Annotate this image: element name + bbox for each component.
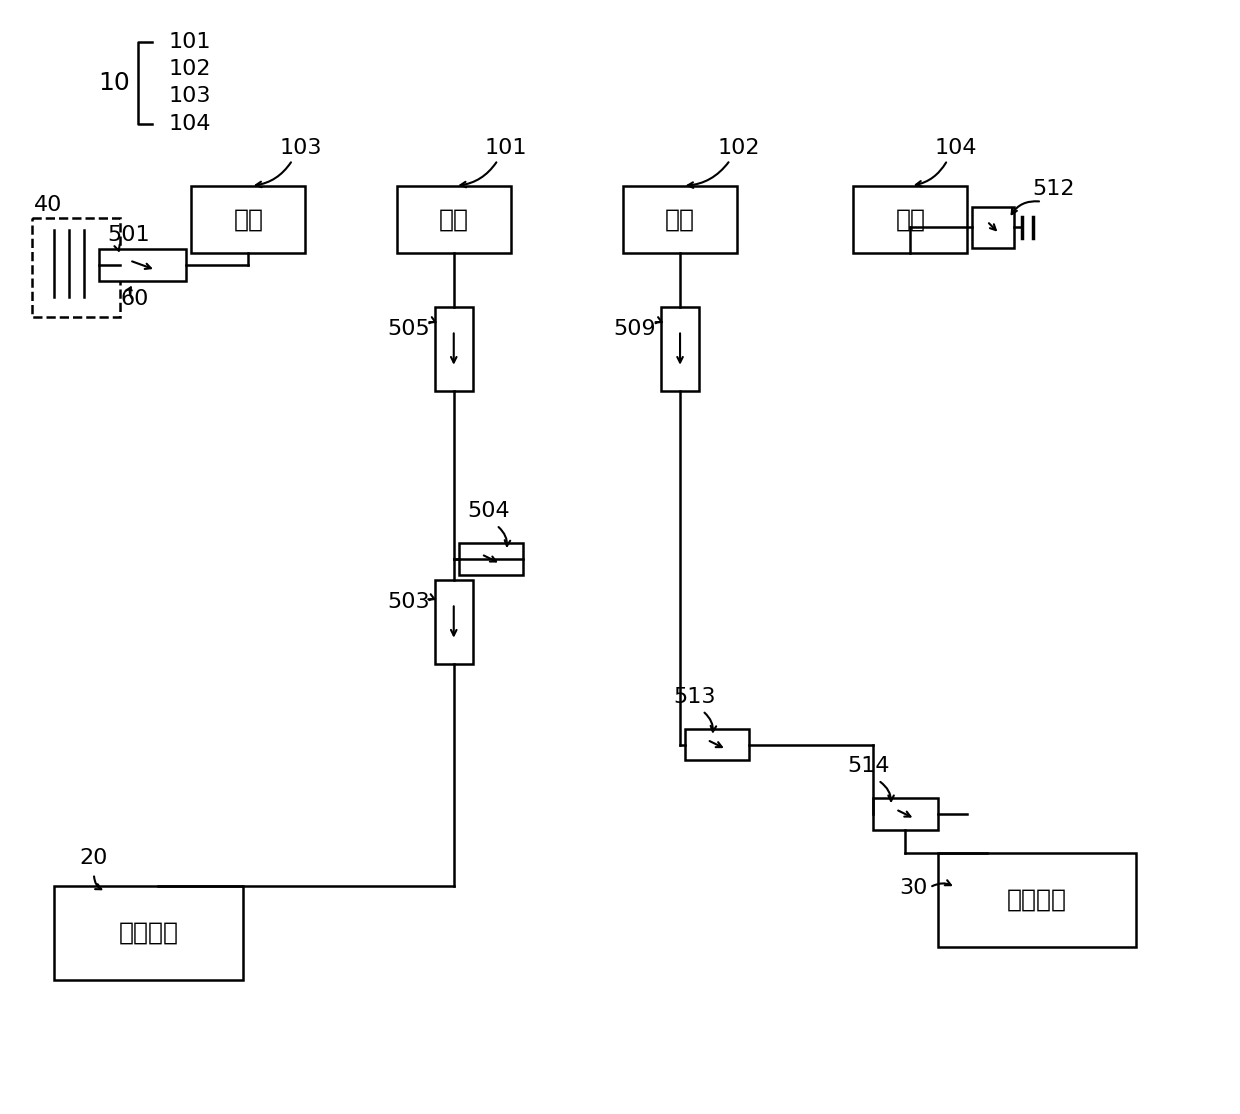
Text: 60: 60	[120, 289, 149, 309]
Text: 513: 513	[673, 687, 715, 707]
Text: 512: 512	[1032, 178, 1074, 198]
Text: 104: 104	[935, 138, 977, 158]
Bar	[397, 186, 511, 253]
Text: 514: 514	[847, 756, 889, 776]
Text: 射频芯片: 射频芯片	[1007, 888, 1066, 912]
Text: 20: 20	[79, 848, 108, 868]
Bar	[622, 186, 737, 253]
Bar	[873, 799, 937, 830]
Bar	[55, 886, 243, 980]
Text: 40: 40	[35, 195, 63, 215]
Text: 102: 102	[717, 138, 760, 158]
Text: 调谐开关: 调谐开关	[119, 920, 179, 945]
Bar	[937, 853, 1136, 947]
Bar	[32, 217, 120, 316]
Bar	[191, 186, 305, 253]
Text: 弹脚: 弹脚	[233, 207, 263, 232]
Bar	[972, 206, 1014, 248]
Text: 103: 103	[279, 138, 322, 158]
Text: 501: 501	[107, 225, 150, 245]
Text: 弹脚: 弹脚	[439, 207, 469, 232]
Text: 509: 509	[614, 319, 656, 339]
Bar	[435, 579, 472, 664]
Text: 弹脚: 弹脚	[665, 207, 696, 232]
Bar	[684, 729, 749, 761]
Text: 504: 504	[467, 501, 510, 521]
Text: 101: 101	[169, 32, 211, 52]
Text: 弹脚: 弹脚	[895, 207, 925, 232]
Text: 30: 30	[899, 878, 928, 898]
Bar	[435, 306, 472, 391]
Text: 101: 101	[485, 138, 527, 158]
Bar	[661, 306, 699, 391]
Text: 104: 104	[169, 115, 211, 135]
Text: 503: 503	[387, 592, 430, 612]
Text: 102: 102	[169, 59, 211, 79]
Text: 103: 103	[169, 87, 211, 107]
Bar	[99, 250, 186, 281]
Text: 505: 505	[387, 319, 430, 339]
Text: 10: 10	[98, 71, 130, 95]
Bar	[853, 186, 967, 253]
Bar	[459, 544, 523, 575]
